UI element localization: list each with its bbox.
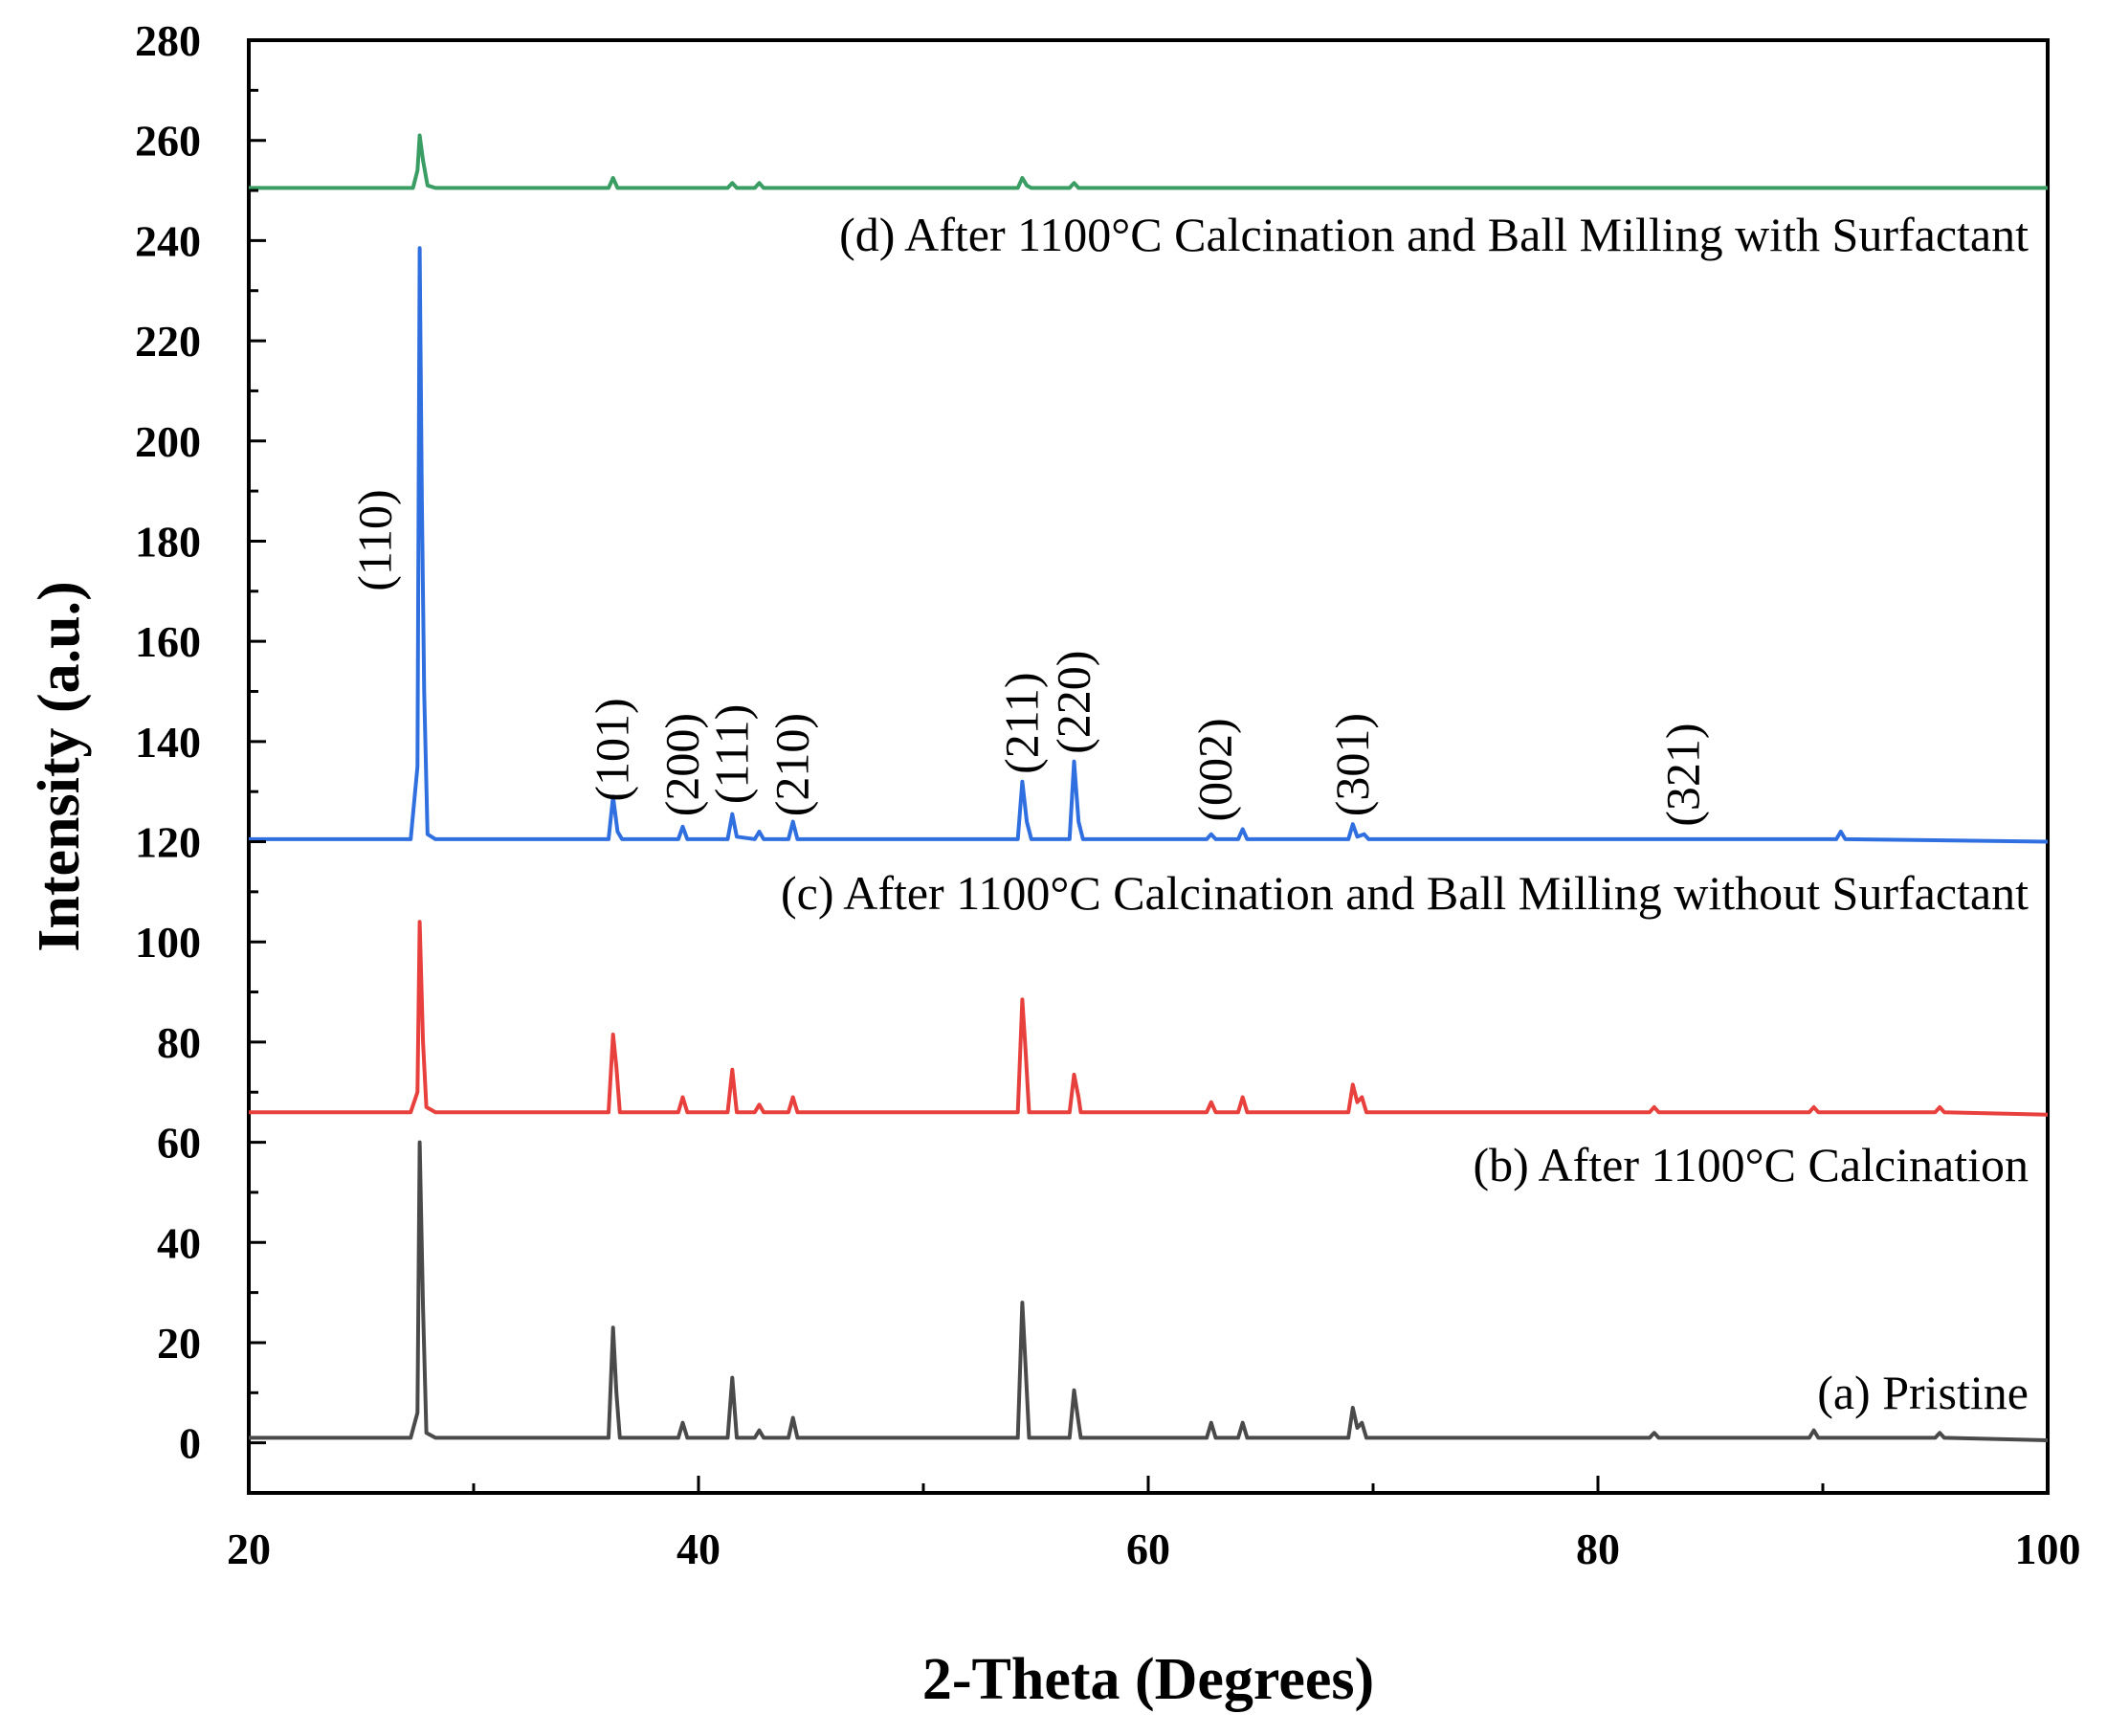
peak-label: (110): [348, 489, 402, 590]
series-layer: [249, 133, 2049, 1442]
series-label-d: (d) After 1100°C Calcination and Ball Mi…: [839, 208, 2029, 261]
label-layer: (a) Pristine (b) After 1100°C Calcination…: [348, 208, 2029, 1419]
x-tick-label: 40: [676, 1525, 721, 1573]
series-label-b: (b) After 1100°C Calcination: [1473, 1138, 2029, 1191]
y-tick-label: 120: [135, 818, 201, 867]
y-tick-label: 0: [179, 1419, 201, 1468]
axes-layer: 2-Theta (Degrees) Intensity (a.u.) 20 40 6…: [27, 16, 2081, 1712]
x-tick-label: 100: [2015, 1525, 2081, 1573]
series-line-d: [249, 133, 2048, 190]
x-tick-label: 20: [227, 1525, 271, 1573]
y-tick-label: 240: [135, 216, 201, 265]
peak-label: (200): [655, 713, 709, 816]
y-tick-label: 140: [135, 718, 201, 767]
peak-label: (321): [1655, 723, 1709, 826]
peak-label: (220): [1047, 651, 1100, 754]
series-line-b: [249, 920, 2049, 1117]
x-axis-title: 2-Theta (Degrees): [922, 1647, 1374, 1712]
y-tick-label: 260: [135, 117, 201, 166]
y-tick-label: 180: [135, 517, 201, 566]
x-tick-label: 60: [1126, 1525, 1170, 1573]
peak-label: (002): [1188, 718, 1242, 821]
y-tick-label: 280: [135, 16, 201, 65]
peak-label: (101): [586, 698, 639, 801]
peak-label: (111): [704, 704, 758, 805]
y-axis-title: Intensity (a.u.): [27, 581, 92, 952]
series-label-a: (a) Pristine: [1817, 1366, 2029, 1419]
x-tick-label: 80: [1576, 1525, 1620, 1573]
series-line-a: [249, 1140, 2049, 1442]
y-tick-label: 220: [135, 317, 201, 366]
peak-label: (210): [765, 713, 819, 816]
peak-label: (301): [1325, 713, 1379, 816]
y-tick-label: 60: [157, 1119, 201, 1168]
peak-label: (211): [994, 672, 1048, 773]
series-label-c: (c) After 1100°C Calcination and Ball Mi…: [781, 866, 2029, 920]
y-tick-label: 100: [135, 918, 201, 967]
y-tick-label: 40: [157, 1218, 201, 1267]
y-tick-label: 20: [157, 1319, 201, 1368]
series-line-c: [249, 246, 2049, 844]
y-tick-label: 200: [135, 417, 201, 466]
y-tick-label: 80: [157, 1018, 201, 1067]
y-tick-label: 160: [135, 617, 201, 666]
